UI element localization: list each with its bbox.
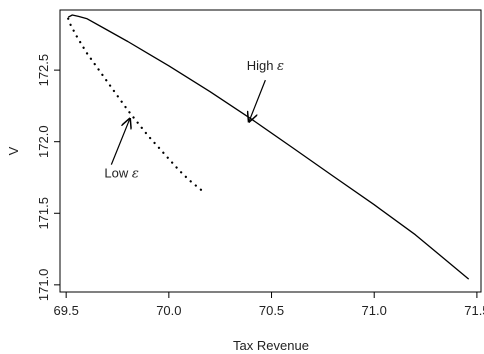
x-axis: 69.5 70.0 70.5 71.0 71.5 [54, 292, 484, 318]
x-tick-label: 71.0 [362, 303, 387, 318]
y-axis: 171.0 171.5 172.0 172.5 [36, 54, 60, 301]
annotation-arrow [110, 119, 129, 165]
series-line-solid [67, 14, 470, 280]
x-axis-title: Tax Revenue [233, 338, 309, 353]
x-tick-label: 69.5 [54, 303, 79, 318]
epsilon-symbol: ε [132, 166, 139, 181]
x-tick-label: 71.5 [464, 303, 484, 318]
annotation-text: Low [104, 165, 131, 180]
series-line-dotted [67, 17, 203, 192]
y-tick-label: 172.0 [36, 125, 51, 158]
x-tick-label: 70.5 [259, 303, 284, 318]
y-tick-label: 171.5 [36, 197, 51, 230]
series-layer [67, 14, 470, 280]
y-tick-label: 172.5 [36, 54, 51, 87]
annotation-text: High [247, 58, 277, 73]
epsilon-symbol: ε [277, 59, 284, 74]
y-tick-label: 171.0 [36, 269, 51, 302]
annotation-label: High ε [247, 58, 284, 74]
x-tick-label: 70.0 [156, 303, 181, 318]
plot-frame [59, 9, 482, 293]
y-axis-title: V [6, 146, 21, 155]
annotation-arrow [249, 79, 266, 122]
annotation-label: Low ε [104, 165, 138, 181]
